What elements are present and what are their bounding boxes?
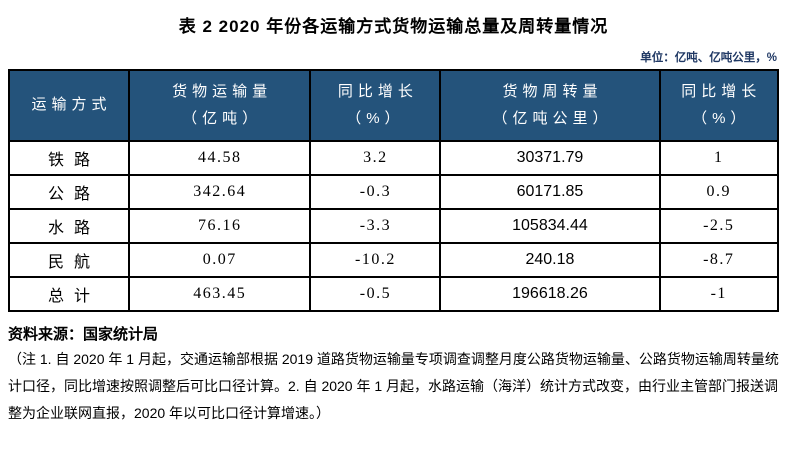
mode-cell: 民航 xyxy=(8,242,130,278)
volume-cell: 463.45 xyxy=(127,276,312,312)
footnote: （注 1. 自 2020 年 1 月起，交通运输部根据 2019 道路货物运输量… xyxy=(8,351,779,421)
turnover-growth-cell: -2.5 xyxy=(658,208,780,244)
turnover-cell: 105834.44 xyxy=(439,208,661,244)
table-row: 民航 0.07 -10.2 240.18 -8.7 xyxy=(8,242,780,278)
col-header-text: 货物运输量 xyxy=(172,83,273,101)
header-row: 运输方式 货物运输量 （亿吨） 同比增长（%） 货物周转量 （亿吨公里） 同比增… xyxy=(8,69,780,142)
volume-growth-cell: -0.3 xyxy=(309,174,442,210)
turnover-cell: 60171.85 xyxy=(439,174,661,210)
turnover-growth-cell: 1 xyxy=(658,140,780,176)
table-row: 水路 76.16 -3.3 105834.44 -2.5 xyxy=(8,208,780,244)
col-header-text: 运输方式 xyxy=(31,96,112,114)
table-row: 公路 342.64 -0.3 60171.85 0.9 xyxy=(8,174,780,210)
col-header-text: （亿吨公里） xyxy=(492,109,613,127)
turnover-cell: 196618.26 xyxy=(439,276,661,312)
turnover-growth-cell: -1 xyxy=(658,276,780,312)
turnover-cell: 30371.79 xyxy=(439,140,661,176)
col-header-transport-mode: 运输方式 xyxy=(8,69,130,142)
col-header-text: （%） xyxy=(692,109,751,127)
freight-statistics-table: 运输方式 货物运输量 （亿吨） 同比增长（%） 货物周转量 （亿吨公里） 同比增… xyxy=(8,69,780,312)
data-source: 资料来源：国家统计局 xyxy=(8,326,159,343)
col-header-turnover-growth: 同比增长 （%） xyxy=(658,69,780,142)
volume-cell: 76.16 xyxy=(127,208,312,244)
mode-cell: 铁路 xyxy=(8,140,130,176)
unit-note: 单位：亿吨、亿吨公里，% xyxy=(640,52,777,64)
volume-cell: 342.64 xyxy=(127,174,312,210)
table-title: 表 2 2020 年份各运输方式货物运输总量及周转量情况 xyxy=(178,17,609,36)
turnover-growth-cell: -8.7 xyxy=(658,242,780,278)
volume-cell: 0.07 xyxy=(127,242,312,278)
volume-growth-cell: -3.3 xyxy=(309,208,442,244)
col-header-text: （亿吨） xyxy=(182,109,263,127)
turnover-growth-cell: 0.9 xyxy=(658,174,780,210)
turnover-cell: 240.18 xyxy=(439,242,661,278)
volume-growth-cell: -10.2 xyxy=(309,242,442,278)
volume-growth-cell: -0.5 xyxy=(309,276,442,312)
col-header-text: 同比增长（%） xyxy=(337,83,418,127)
col-header-freight-turnover: 货物周转量 （亿吨公里） xyxy=(439,69,661,142)
mode-cell: 总计 xyxy=(8,276,130,312)
volume-cell: 44.58 xyxy=(127,140,312,176)
col-header-volume-growth: 同比增长（%） xyxy=(309,69,442,142)
col-header-text: 同比增长 xyxy=(681,83,762,101)
col-header-freight-volume: 货物运输量 （亿吨） xyxy=(127,69,312,142)
table-row: 总计 463.45 -0.5 196618.26 -1 xyxy=(8,276,780,312)
report-page: 表 2 2020 年份各运输方式货物运输总量及周转量情况 单位：亿吨、亿吨公里，… xyxy=(8,17,780,421)
volume-growth-cell: 3.2 xyxy=(309,140,442,176)
mode-cell: 公路 xyxy=(8,174,130,210)
mode-cell: 水路 xyxy=(8,208,130,244)
col-header-text: 货物周转量 xyxy=(502,83,603,101)
table-row: 铁路 44.58 3.2 30371.79 1 xyxy=(8,140,780,176)
